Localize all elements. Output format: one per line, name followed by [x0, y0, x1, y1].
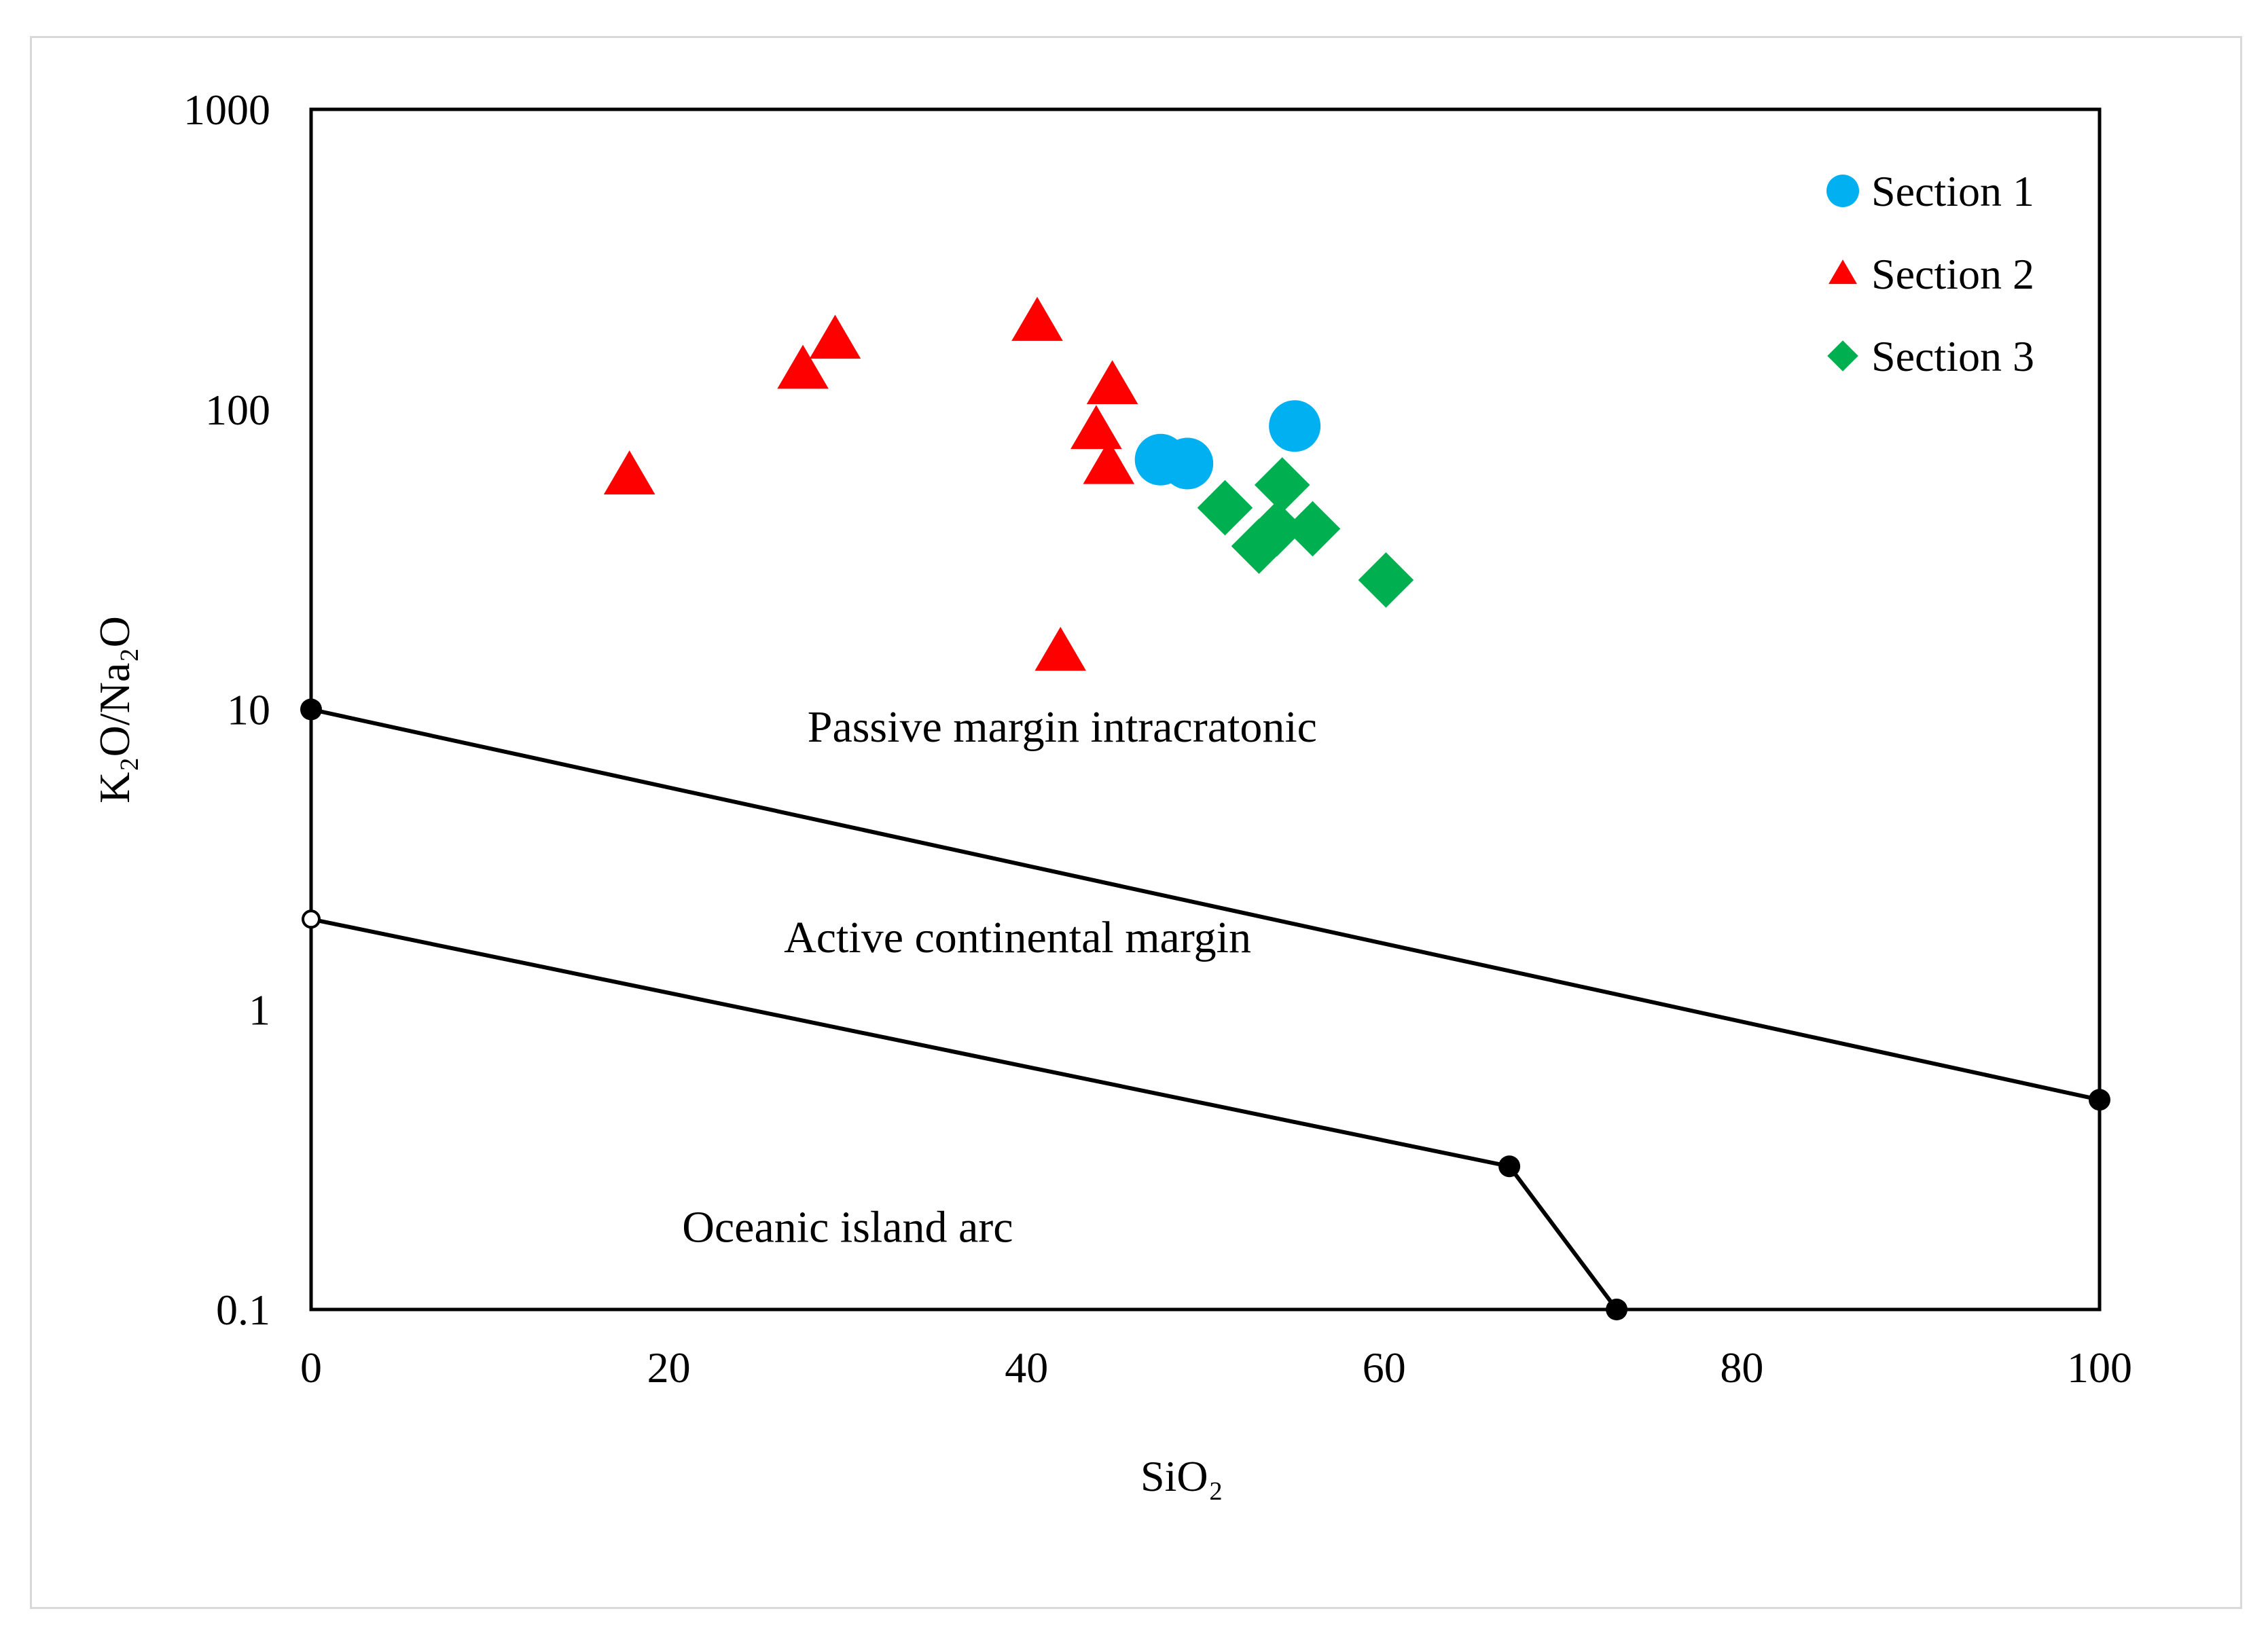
data-point-section-1	[1162, 437, 1214, 490]
legend: Section 1 Section 2 Section 3	[1826, 167, 2034, 380]
data-point-section-3	[1249, 501, 1305, 557]
data-point-section-2	[1083, 439, 1135, 484]
x-tick-label: 80	[1720, 1343, 1763, 1392]
annotation-layer: Passive margin intracratonic Active conti…	[682, 702, 1317, 1252]
y-axis-title: K₂O/Na₂O	[90, 616, 139, 803]
y-tick-label: 100	[205, 386, 270, 434]
data-point-section-3	[1197, 480, 1253, 536]
x-tick-label: 40	[1005, 1343, 1048, 1392]
passive-active-boundary-vertex	[300, 698, 322, 721]
active-oceanic-boundary-vertex	[302, 909, 321, 929]
region-label-1: Passive margin intracratonic	[808, 702, 1317, 752]
x-tick-label: 100	[2067, 1343, 2132, 1392]
data-point-section-2	[1070, 405, 1122, 450]
y-tick-label: 1000	[183, 86, 270, 134]
y-tick-label: 10	[227, 686, 270, 734]
active-oceanic-boundary-vertex	[1606, 1299, 1628, 1320]
data-point-section-2	[1034, 626, 1087, 671]
passive-active-boundary-vertex	[2089, 1089, 2110, 1111]
data-point-section-2	[1086, 360, 1138, 404]
data-point-section-3	[1231, 518, 1287, 574]
x-tick-label: 0	[300, 1343, 322, 1392]
x-axis-title: SiO₂	[1140, 1452, 1223, 1500]
point-layer	[603, 297, 1414, 671]
x-tick-label: 20	[647, 1343, 691, 1392]
boundary-layer	[300, 698, 2110, 1320]
y-tick-label: 1	[249, 986, 270, 1034]
data-point-section-3	[1358, 552, 1414, 608]
y-tick-label: 0.1	[216, 1286, 270, 1334]
data-point-section-3	[1254, 457, 1310, 513]
x-tick-label: 60	[1363, 1343, 1406, 1392]
region-label-2: Active continental margin	[784, 913, 1251, 962]
legend-marker-section-1	[1826, 175, 1859, 207]
chart-frame	[30, 36, 2242, 1609]
data-point-section-3	[1284, 501, 1341, 557]
data-point-section-2	[809, 314, 861, 359]
legend-label-section-3: Section 3	[1871, 332, 2034, 380]
tick-layer: 0 20 40 60 80 100 0.1 1 10 100 1000	[183, 86, 2132, 1392]
data-point-section-2	[777, 344, 829, 389]
legend-label-section-1: Section 1	[1871, 167, 2034, 215]
legend-marker-section-2	[1829, 259, 1857, 285]
data-point-section-1	[1269, 400, 1321, 452]
legend-label-section-2: Section 2	[1871, 250, 2034, 298]
passive-active-boundary-line	[310, 707, 2100, 1102]
legend-markers	[1826, 175, 1859, 372]
active-oceanic-boundary-vertex	[1498, 1155, 1521, 1178]
legend-marker-section-3	[1827, 340, 1858, 372]
region-label-3: Oceanic island arc	[682, 1202, 1013, 1252]
data-point-section-2	[1011, 297, 1063, 341]
data-point-section-2	[603, 450, 655, 494]
